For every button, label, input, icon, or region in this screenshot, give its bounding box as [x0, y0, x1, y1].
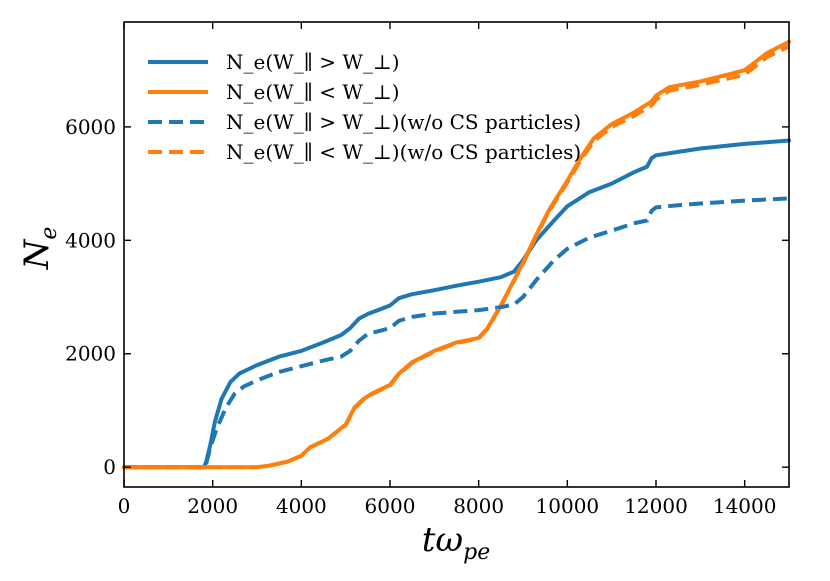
svg-text:tωpe: tωpe — [422, 520, 491, 565]
series-line-1 — [122, 138, 791, 470]
x-axis-label: tωpe — [422, 520, 491, 565]
y-tick-label: 0 — [103, 455, 116, 479]
series-line-2 — [122, 39, 791, 470]
legend-label-3: N_e(W_∥ > W_⊥)(w/o CS particles) — [226, 110, 581, 134]
legend-label-4: N_e(W_∥ < W_⊥)(w/o CS particles) — [226, 140, 581, 164]
legend-label-2: N_e(W_∥ < W_⊥) — [226, 80, 400, 104]
plot-frame — [123, 21, 790, 488]
y-tick-label: 2000 — [65, 342, 116, 366]
y-axis-label-sub: e — [37, 227, 62, 240]
y-tick-label: 4000 — [65, 228, 116, 252]
x-axis-label-main: tω — [422, 520, 463, 560]
x-tick-label: 4000 — [276, 494, 327, 518]
x-tick-label: 10000 — [536, 494, 600, 518]
series-line-3 — [124, 196, 790, 470]
x-tick-label: 14000 — [713, 494, 777, 518]
x-axis-label-sub: pe — [463, 540, 490, 565]
series-layer — [122, 39, 791, 470]
y-axis-label-main: N — [17, 238, 57, 270]
y-axis-label: Ne — [17, 227, 62, 271]
x-tick-label: 6000 — [365, 494, 416, 518]
x-tick-label: 0 — [118, 494, 131, 518]
x-tick-label: 8000 — [453, 494, 504, 518]
x-tick-label: 12000 — [624, 494, 688, 518]
svg-text:Ne: Ne — [17, 227, 62, 271]
y-tick-label: 6000 — [65, 115, 116, 139]
legend: N_e(W_∥ > W_⊥) N_e(W_∥ < W_⊥) N_e(W_∥ > W_… — [148, 50, 581, 164]
x-tick-label: 2000 — [187, 494, 238, 518]
series-line-4 — [124, 44, 790, 470]
legend-label-1: N_e(W_∥ > W_⊥) — [226, 50, 400, 74]
ticks-layer: 0 2000 4000 6000 8000 10000 12000 14000 0 2000 400… — [65, 22, 789, 518]
